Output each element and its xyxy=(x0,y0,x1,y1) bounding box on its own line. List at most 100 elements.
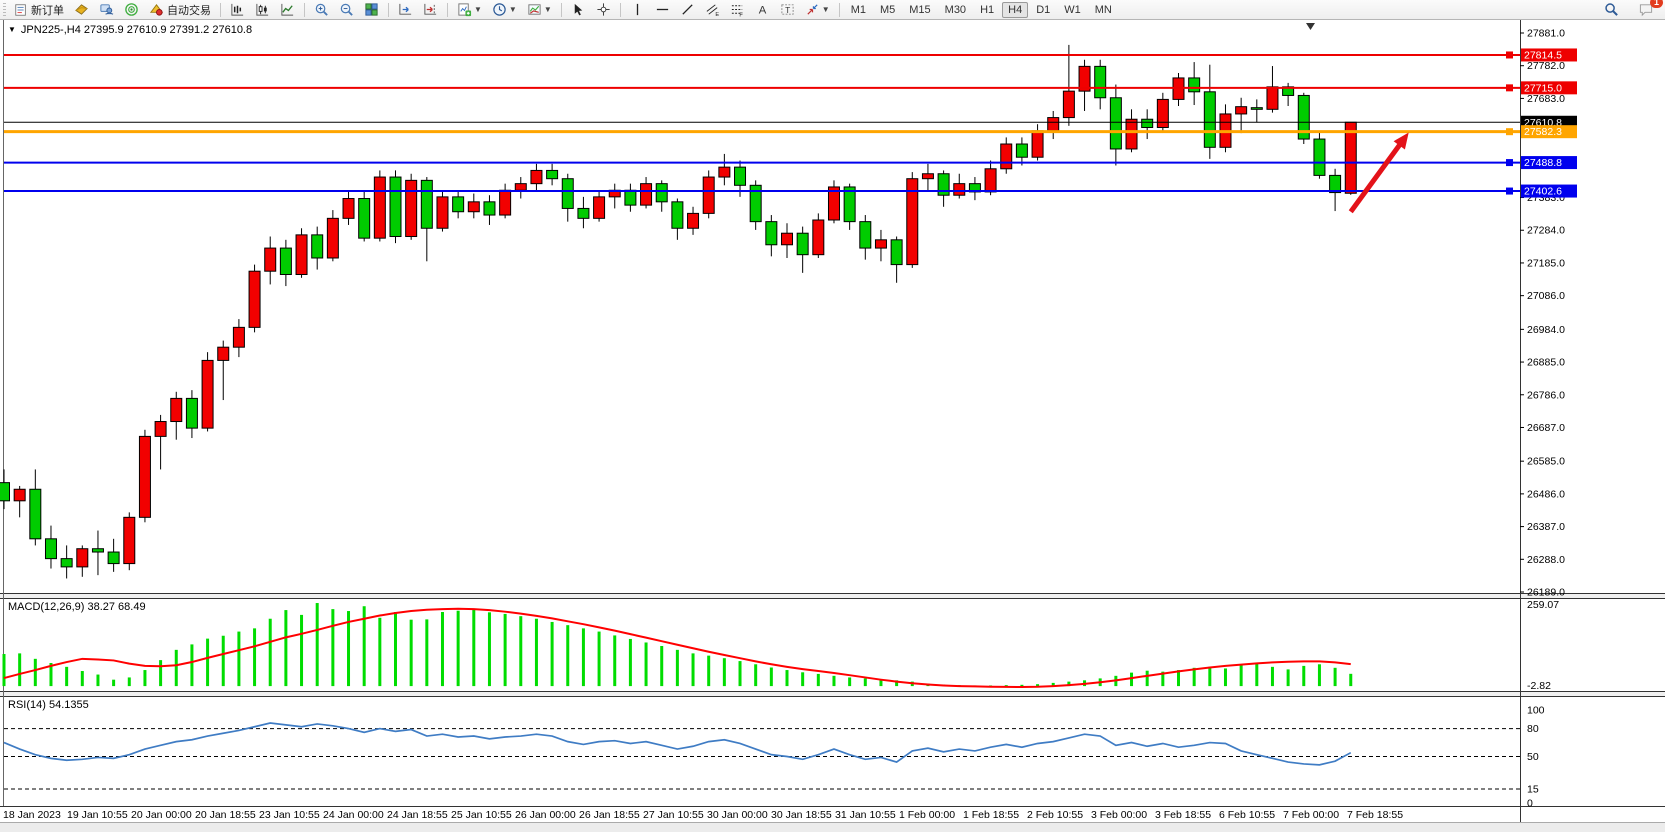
price-level-lines[interactable] xyxy=(4,51,1520,195)
search-icon xyxy=(1604,2,1619,17)
price-level-tag-label: 27488.8 xyxy=(1524,157,1562,169)
line-handle[interactable] xyxy=(1506,84,1513,92)
price-level-tag xyxy=(1521,81,1577,95)
notifications-button[interactable]: 1 xyxy=(1634,0,1663,19)
templates-button[interactable]: ▼ xyxy=(523,0,556,19)
zoom-out-icon xyxy=(339,2,354,17)
rsi-indicator xyxy=(3,722,1520,790)
order-ticket-button[interactable] xyxy=(70,0,93,19)
tile-windows-button[interactable] xyxy=(360,0,383,19)
notification-badge: 1 xyxy=(1650,0,1663,8)
timeframe-m15-button[interactable]: M15 xyxy=(909,3,931,16)
signals-button[interactable] xyxy=(120,0,143,19)
price-level-tag-label: 27582.3 xyxy=(1524,126,1562,138)
price-tick-label: 27086.0 xyxy=(1527,290,1565,302)
timeframe-mn-button[interactable]: MN xyxy=(1094,3,1112,16)
date-label: 18 Jan 2023 xyxy=(3,809,61,821)
text-label-tool-button[interactable]: T xyxy=(776,0,799,19)
panel-frame xyxy=(0,20,1665,832)
line-chart-icon xyxy=(280,2,295,17)
candlestick-mode-button[interactable] xyxy=(251,0,274,19)
rsi-axis-label: 50 xyxy=(1527,751,1539,763)
new-order-button[interactable]: 新订单 xyxy=(10,0,68,19)
autotrading-icon xyxy=(149,2,164,17)
date-label: 6 Feb 10:55 xyxy=(1219,809,1275,821)
timeframe-m5-button[interactable]: M5 xyxy=(879,3,896,16)
auto-scroll-icon xyxy=(398,2,413,17)
price-tick-label: 26189.0 xyxy=(1527,587,1565,599)
channel-tool-button[interactable]: E xyxy=(701,0,724,19)
equidistant-channel-icon: E xyxy=(705,2,720,17)
price-tick-label: 26288.0 xyxy=(1527,554,1565,566)
rsi-axis-label: 100 xyxy=(1527,705,1545,717)
zoom-out-button[interactable] xyxy=(335,0,358,19)
chart-shift-marker xyxy=(1306,23,1315,30)
timeframe-h4-button[interactable]: H4 xyxy=(1002,1,1029,18)
crosshair-tool-button[interactable] xyxy=(592,0,615,19)
line-handle[interactable] xyxy=(1506,187,1513,195)
vertical-line-tool-button[interactable] xyxy=(626,0,649,19)
text-tool-button[interactable]: A xyxy=(751,0,774,19)
date-label: 19 Jan 10:55 xyxy=(67,809,128,821)
text-label-icon: T xyxy=(780,2,795,17)
date-label: 7 Feb 00:00 xyxy=(1283,809,1339,821)
price-level-tag xyxy=(1521,48,1577,62)
signal-icon xyxy=(124,2,139,17)
trendline-tool-button[interactable] xyxy=(676,0,699,19)
timeframe-w1-button[interactable]: W1 xyxy=(1064,3,1081,16)
line-handle[interactable] xyxy=(1506,128,1513,136)
timeframe-h1-button[interactable]: H1 xyxy=(980,3,995,16)
indicators-button[interactable]: ▼ xyxy=(453,0,486,19)
price-tick-label: 26687.0 xyxy=(1527,422,1565,434)
search-button[interactable] xyxy=(1600,0,1623,19)
line-chart-mode-button[interactable] xyxy=(276,0,299,19)
price-tick-label: 26486.0 xyxy=(1527,488,1565,500)
dropdown-caret-icon: ▼ xyxy=(821,5,830,14)
macd-signal-line xyxy=(3,607,1351,688)
zoom-in-button[interactable] xyxy=(310,0,333,19)
date-label: 1 Feb 00:00 xyxy=(899,809,955,821)
price-tick-label: 26786.0 xyxy=(1527,389,1565,401)
date-label: 1 Feb 18:55 xyxy=(963,809,1019,821)
autotrading-button[interactable]: 自动交易 xyxy=(145,0,215,19)
bar-chart-icon xyxy=(230,2,245,17)
cursor-tool-button[interactable] xyxy=(567,0,590,19)
timeframe-d1-button[interactable]: D1 xyxy=(1036,3,1051,16)
trade-terminal-button[interactable] xyxy=(95,0,118,19)
timeframe-m30-button[interactable]: M30 xyxy=(944,3,967,16)
date-label: 25 Jan 10:55 xyxy=(451,809,512,821)
date-label: 20 Jan 18:55 xyxy=(195,809,256,821)
trendline-icon xyxy=(680,2,695,17)
fibonacci-tool-button[interactable]: F xyxy=(726,0,749,19)
price-tick-label: 27683.0 xyxy=(1527,93,1565,105)
add-indicator-icon xyxy=(457,2,472,17)
time-axis[interactable]: 18 Jan 2023 19 Jan 10:55 20 Jan 00:00 20 Ja… xyxy=(3,809,1403,821)
autotrading-label: 自动交易 xyxy=(167,4,211,17)
line-handle[interactable] xyxy=(1506,51,1513,59)
line-handle[interactable] xyxy=(1506,159,1513,167)
date-label: 3 Feb 00:00 xyxy=(1091,809,1147,821)
chart-header-text: JPN225-,H4 27395.9 27610.9 27391.2 27610… xyxy=(20,24,253,36)
bar-chart-mode-button[interactable] xyxy=(226,0,249,19)
price-tick-label: 26984.0 xyxy=(1527,324,1565,336)
date-label: 26 Jan 18:55 xyxy=(579,809,640,821)
auto-scroll-button[interactable] xyxy=(394,0,417,19)
rsi-axis-label: 80 xyxy=(1527,723,1539,735)
dropdown-caret-icon: ▼ xyxy=(508,5,517,14)
toolbar-separator xyxy=(447,2,448,17)
chart-shift-button[interactable] xyxy=(419,0,442,19)
date-label: 24 Jan 00:00 xyxy=(323,809,384,821)
price-level-tag xyxy=(1521,184,1577,198)
arrows-tool-button[interactable]: ▼ xyxy=(801,0,834,19)
vertical-line-icon xyxy=(630,2,645,17)
object-marker-icon: ▼ xyxy=(8,25,16,34)
macd-indicator xyxy=(2,603,1353,688)
date-label: 2 Feb 10:55 xyxy=(1027,809,1083,821)
template-icon xyxy=(527,2,542,17)
toolbar-separator xyxy=(220,2,221,17)
trend-arrow-annotation[interactable] xyxy=(1348,132,1409,214)
periods-button[interactable]: ▼ xyxy=(488,0,521,19)
timeframe-m1-button[interactable]: M1 xyxy=(850,3,866,16)
horizontal-line-tool-button[interactable] xyxy=(651,0,674,19)
